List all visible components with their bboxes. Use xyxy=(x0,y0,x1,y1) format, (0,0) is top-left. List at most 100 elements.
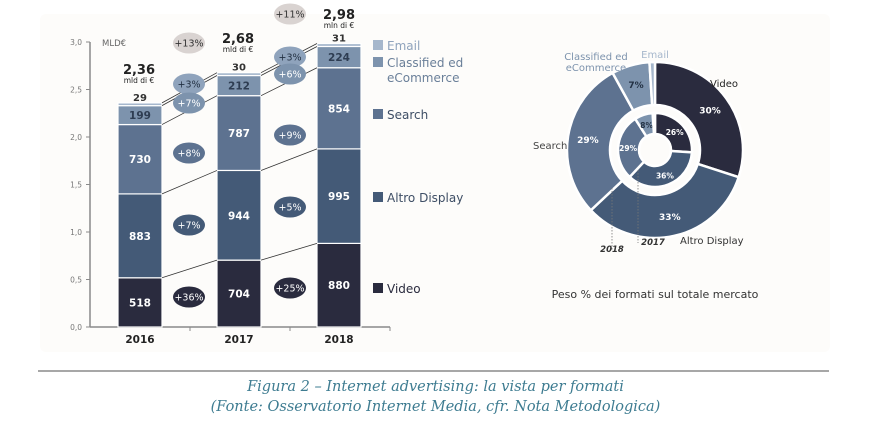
connector-line xyxy=(260,148,318,171)
bar-segment-search xyxy=(117,123,163,195)
bar-value-label: 787 xyxy=(228,128,250,140)
donut-slice-label: 36% xyxy=(656,172,674,181)
figure-caption-title: Figura 2 – Internet advertising: la vist… xyxy=(247,379,624,395)
growth-bubble xyxy=(274,63,306,85)
donut-slice-label: 30% xyxy=(699,107,721,117)
donut-category-label: Search xyxy=(533,141,567,152)
bar-segment-video xyxy=(216,259,262,328)
bar-segment-altro-display xyxy=(216,169,262,261)
legend-label: eCommerce xyxy=(387,71,460,85)
bar-segment-email xyxy=(316,42,362,48)
bar-value-label: 704 xyxy=(228,289,250,301)
bar-value-label: 995 xyxy=(328,191,350,203)
bar-total-value: 2,68 xyxy=(222,32,254,47)
legend-swatch xyxy=(373,109,383,119)
bar-value-label: 854 xyxy=(328,103,350,115)
donut-slice-2017-email xyxy=(651,111,657,136)
growth-bubble xyxy=(274,46,306,68)
donut-slice-2018-altro-display xyxy=(589,162,741,240)
donut-slice-2018-email xyxy=(648,60,657,107)
legend-swatch xyxy=(373,40,383,50)
bar-value-label: 518 xyxy=(129,297,151,309)
bar-value-label: 31 xyxy=(332,34,346,45)
legend-swatch xyxy=(373,192,383,202)
growth-label: +5% xyxy=(278,203,301,214)
donut-slice-2017-altro-display xyxy=(627,149,694,189)
bar-segment-video xyxy=(117,277,163,328)
legend-label: Altro Display xyxy=(387,191,463,205)
bar-total-value: 2,98 xyxy=(323,8,355,23)
growth-label: +7% xyxy=(177,221,200,232)
growth-label: +9% xyxy=(278,131,301,142)
bar-value-label: 224 xyxy=(328,52,350,64)
growth-bubble xyxy=(274,277,306,299)
figure-caption-source: (Fonte: Osservatorio Internet Media, cfr… xyxy=(210,399,661,415)
y-tick-label: 1,5 xyxy=(70,181,82,190)
growth-label: +25% xyxy=(275,284,304,295)
growth-label: +36% xyxy=(174,293,203,304)
bar-value-label: 944 xyxy=(228,210,250,222)
donut-slice-label: 7% xyxy=(628,81,643,91)
donut-category-label: Email xyxy=(641,50,669,61)
bar-value-label: 30 xyxy=(232,63,246,74)
growth-label: +6% xyxy=(278,70,301,81)
legend-label: Email xyxy=(387,39,420,53)
bar-segment-email xyxy=(216,72,262,77)
connector-line xyxy=(161,259,218,279)
growth-label: +11% xyxy=(275,10,304,21)
legend-swatch xyxy=(373,57,383,67)
bar-segment-altro-display xyxy=(117,193,163,279)
y-unit-label: MLD€ xyxy=(102,39,126,49)
connector-line xyxy=(260,243,318,261)
donut-slice-label: 8% xyxy=(640,121,653,130)
donut-slice-2017-search xyxy=(616,117,649,179)
bar-total-value: 2,36 xyxy=(123,63,155,78)
y-tick-label: 1,0 xyxy=(70,228,82,237)
growth-bubble xyxy=(173,142,205,164)
growth-bubble xyxy=(173,214,205,236)
bar-total-unit: mld di € xyxy=(223,45,254,54)
ring-label-2017: 2017 xyxy=(641,238,665,248)
bar-segment-video xyxy=(316,242,362,328)
donut-slice-label: 26% xyxy=(666,128,684,137)
donut-category-label: Video xyxy=(710,79,738,90)
donut-slice-2018-video xyxy=(653,60,745,179)
growth-label: +3% xyxy=(278,53,301,64)
donut-slice-label: 29% xyxy=(619,144,637,153)
donut-category-label: Altro Display xyxy=(680,236,744,247)
growth-bubble xyxy=(173,286,205,308)
growth-bubble xyxy=(274,196,306,218)
caption-divider xyxy=(38,370,829,372)
donut-category-label: eCommerce xyxy=(566,63,626,74)
growth-bubble xyxy=(173,92,205,114)
bar-segment-email xyxy=(117,102,163,107)
y-tick-label: 0,5 xyxy=(70,276,82,285)
x-tick-label: 2016 xyxy=(125,334,154,346)
growth-bubble xyxy=(274,3,306,25)
bar-value-label: 883 xyxy=(129,231,151,243)
bar-segment-search xyxy=(316,67,362,150)
ring-label-2018: 2018 xyxy=(600,245,624,255)
bar-total-unit: mld di € xyxy=(124,76,155,85)
y-tick-label: 3,0 xyxy=(70,38,82,47)
growth-label: +7% xyxy=(177,99,200,110)
y-tick-label: 0,0 xyxy=(70,323,82,332)
y-tick-label: 2,5 xyxy=(70,86,82,95)
growth-label: +3% xyxy=(177,80,200,91)
donut-slice-label: 33% xyxy=(659,213,681,223)
legend-label: Search xyxy=(387,108,428,122)
bar-segment-altro-display xyxy=(316,148,362,245)
legend-swatch xyxy=(373,283,383,293)
y-tick-label: 2,0 xyxy=(70,133,82,142)
bar-value-label: 29 xyxy=(133,93,147,104)
growth-label: +8% xyxy=(177,149,200,160)
legend-label: Video xyxy=(387,282,421,296)
connector-line xyxy=(161,170,218,195)
bar-total-unit: mln di € xyxy=(324,21,355,30)
donut-title: Peso % dei formati sul totale mercato xyxy=(552,288,759,301)
donut-chart: 30% 33% 29% 7% 26% 36% 29% 8% Video Altro Display… xyxy=(533,50,759,301)
donut-category-label: Classified ed xyxy=(564,52,628,63)
donut-slice-2018-search xyxy=(565,71,636,213)
x-tick-label: 2018 xyxy=(324,334,353,346)
